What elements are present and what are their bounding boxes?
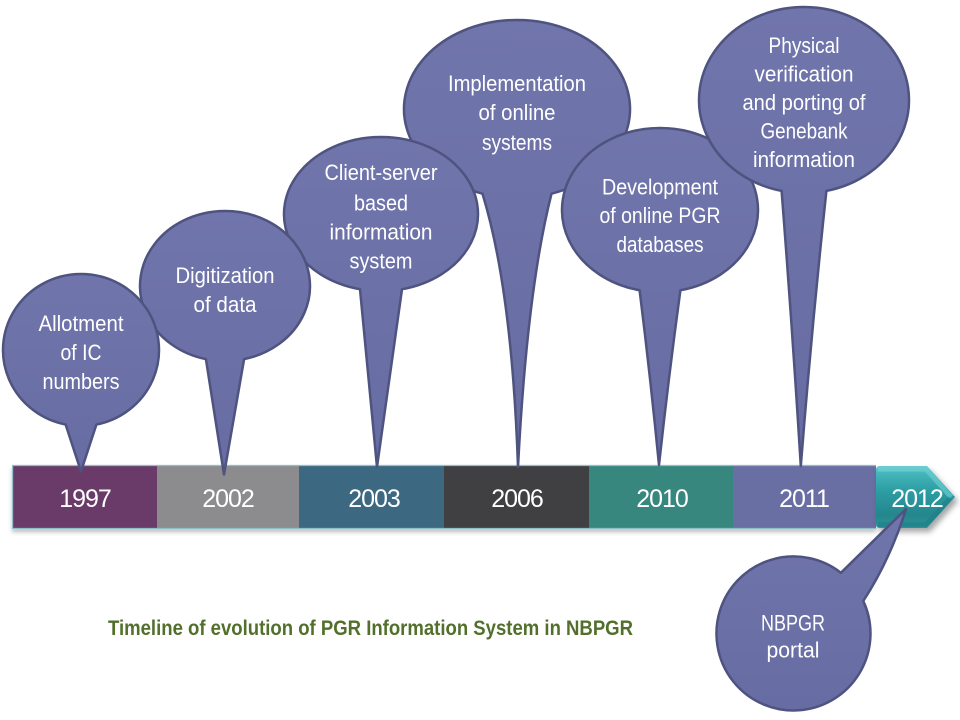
- svg-text:and porting of: and porting of: [743, 90, 867, 115]
- svg-text:Client-server: Client-server: [325, 160, 438, 185]
- svg-text:2010: 2010: [636, 485, 688, 513]
- svg-text:2002: 2002: [202, 485, 254, 513]
- svg-text:2012: 2012: [891, 485, 943, 513]
- svg-text:based: based: [354, 191, 408, 216]
- svg-text:of online PGR: of online PGR: [600, 203, 721, 228]
- svg-text:information: information: [753, 147, 855, 172]
- svg-text:Development: Development: [602, 175, 718, 200]
- svg-text:of IC: of IC: [61, 340, 102, 365]
- svg-text:Genebank: Genebank: [761, 119, 849, 144]
- svg-text:databases: databases: [617, 232, 704, 257]
- svg-text:Allotment: Allotment: [39, 311, 124, 336]
- svg-text:of data: of data: [194, 292, 258, 317]
- svg-text:numbers: numbers: [43, 369, 120, 394]
- svg-text:Timeline of evolution of PGR I: Timeline of evolution of PGR Information…: [108, 616, 633, 640]
- svg-text:of online: of online: [479, 100, 556, 125]
- svg-text:information: information: [330, 220, 433, 245]
- svg-text:Digitization: Digitization: [176, 263, 275, 288]
- svg-text:Physical: Physical: [769, 33, 840, 58]
- svg-text:systems: systems: [482, 130, 552, 155]
- svg-text:verification: verification: [755, 62, 854, 87]
- svg-text:2006: 2006: [491, 485, 543, 513]
- svg-text:2011: 2011: [779, 485, 829, 513]
- svg-text:system: system: [350, 249, 413, 274]
- svg-text:Implementation: Implementation: [448, 71, 586, 96]
- svg-text:2003: 2003: [348, 485, 400, 513]
- svg-text:1997: 1997: [59, 485, 111, 513]
- svg-text:NBPGR: NBPGR: [761, 611, 825, 636]
- svg-text:portal: portal: [767, 638, 820, 663]
